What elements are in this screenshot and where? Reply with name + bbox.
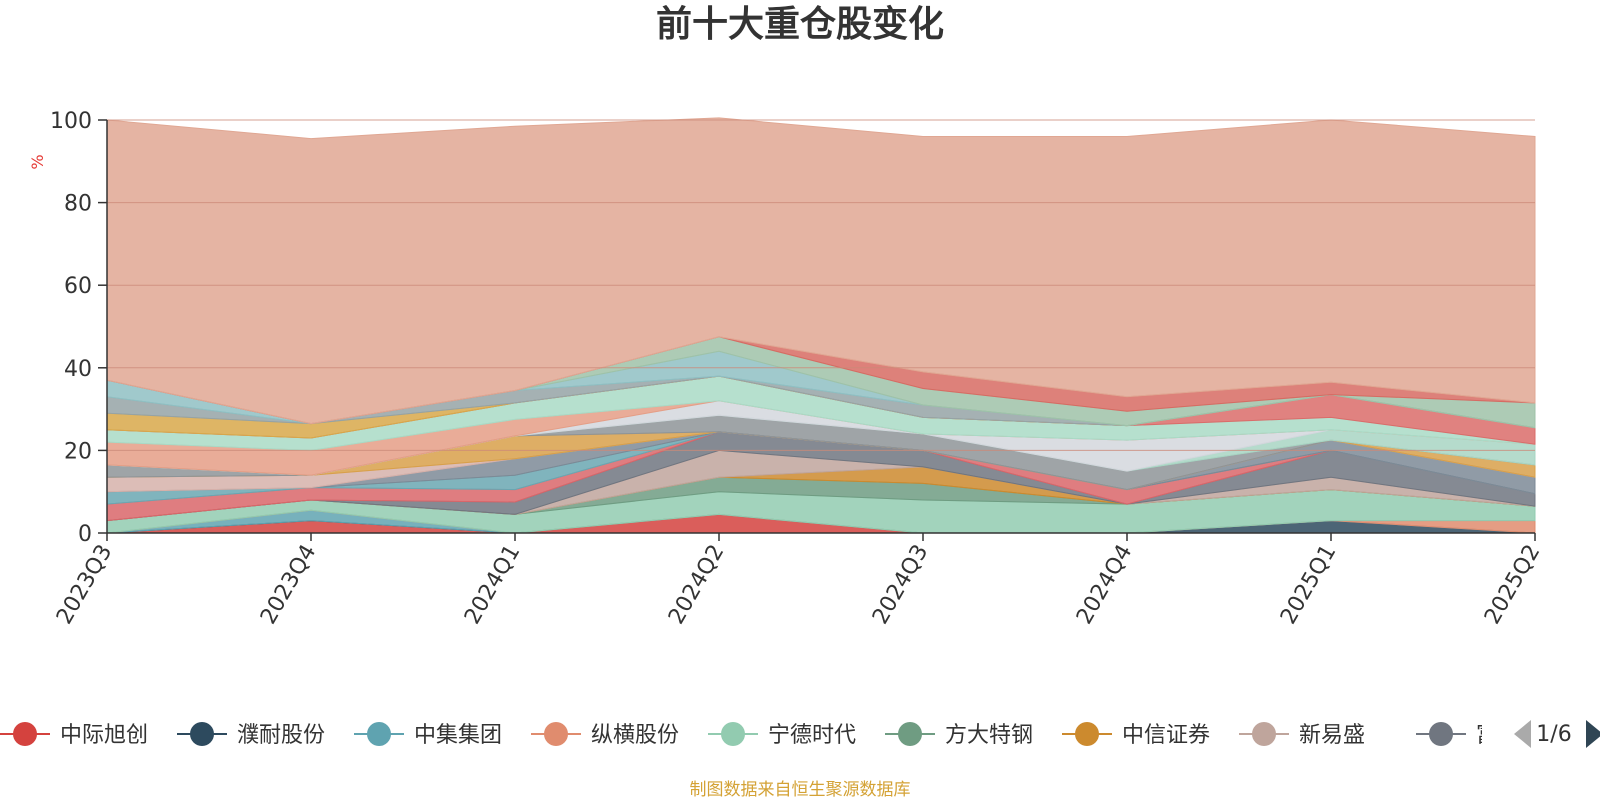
x-tick-label: 2024Q2 <box>664 541 729 629</box>
legend-label: 中集集团 <box>414 723 502 748</box>
legend-next-page-icon[interactable] <box>1586 720 1600 748</box>
legend-item[interactable]: 新易盛 <box>1239 722 1365 748</box>
legend-marker-icon <box>721 722 745 746</box>
legend-marker-icon <box>1252 722 1276 746</box>
legend: 中际旭创 濮耐股份 中集集团 纵横股份 宁德时代 方大特钢 中信证券 新易盛 富瑞 <box>0 722 1520 748</box>
legend-label: 富瑞 <box>1476 723 1520 748</box>
x-tick-label: 2025Q2 <box>1480 541 1545 629</box>
legend-item[interactable]: 中信证券 <box>1062 722 1210 748</box>
y-axis-label: % <box>28 154 47 169</box>
area-series-group <box>106 117 1536 534</box>
legend-label: 纵横股份 <box>591 723 679 748</box>
area-series-26 <box>106 117 1536 425</box>
y-tick-label: 80 <box>64 192 92 217</box>
x-tick-label: 2025Q1 <box>1276 541 1341 629</box>
y-tick-label: 40 <box>64 357 92 382</box>
legend-item[interactable]: 纵横股份 <box>531 722 679 748</box>
legend-prev-page-icon[interactable] <box>1514 720 1531 748</box>
x-tick-label: 2024Q1 <box>460 541 525 629</box>
legend-page-indicator: 1/6 <box>1536 722 1571 747</box>
legend-marker-icon <box>898 722 922 746</box>
legend-label: 新易盛 <box>1299 723 1365 748</box>
data-source-note: 制图数据来自恒生聚源数据库 <box>690 780 911 800</box>
chart-title: 前十大重仓股变化 <box>656 3 944 45</box>
legend-label: 方大特钢 <box>945 723 1033 748</box>
legend-marker-icon <box>367 722 391 746</box>
legend-marker-icon <box>1075 722 1099 746</box>
legend-item[interactable]: 中集集团 <box>354 722 502 748</box>
legend-pager: 1/6 <box>1514 720 1600 748</box>
legend-marker-icon <box>1429 722 1453 746</box>
x-tick-label: 2024Q4 <box>1072 541 1137 629</box>
x-tick-label: 2023Q3 <box>52 541 117 629</box>
legend-item[interactable]: 濮耐股份 <box>177 722 325 748</box>
legend-label: 宁德时代 <box>768 723 856 748</box>
legend-item[interactable]: 富瑞 <box>1416 722 1520 748</box>
legend-label: 中信证券 <box>1122 723 1210 748</box>
legend-marker-icon <box>544 722 568 746</box>
y-tick-label: 20 <box>64 439 92 464</box>
x-tick-label: 2023Q4 <box>256 541 321 629</box>
legend-items: 中际旭创 濮耐股份 中集集团 纵横股份 宁德时代 方大特钢 中信证券 新易盛 富瑞 <box>0 722 1520 748</box>
legend-marker-icon <box>190 722 214 746</box>
legend-item[interactable]: 方大特钢 <box>885 722 1033 748</box>
y-tick-label: 60 <box>64 274 92 299</box>
legend-label: 中际旭创 <box>60 723 148 748</box>
grid-lines <box>107 119 1535 451</box>
legend-marker-icon <box>13 722 37 746</box>
x-tick-label: 2024Q3 <box>868 541 933 629</box>
legend-item[interactable]: 中际旭创 <box>0 722 148 748</box>
legend-label: 濮耐股份 <box>237 723 325 748</box>
y-tick-label: 100 <box>50 109 92 134</box>
legend-item[interactable]: 宁德时代 <box>708 722 856 748</box>
y-tick-label: 0 <box>78 522 92 547</box>
